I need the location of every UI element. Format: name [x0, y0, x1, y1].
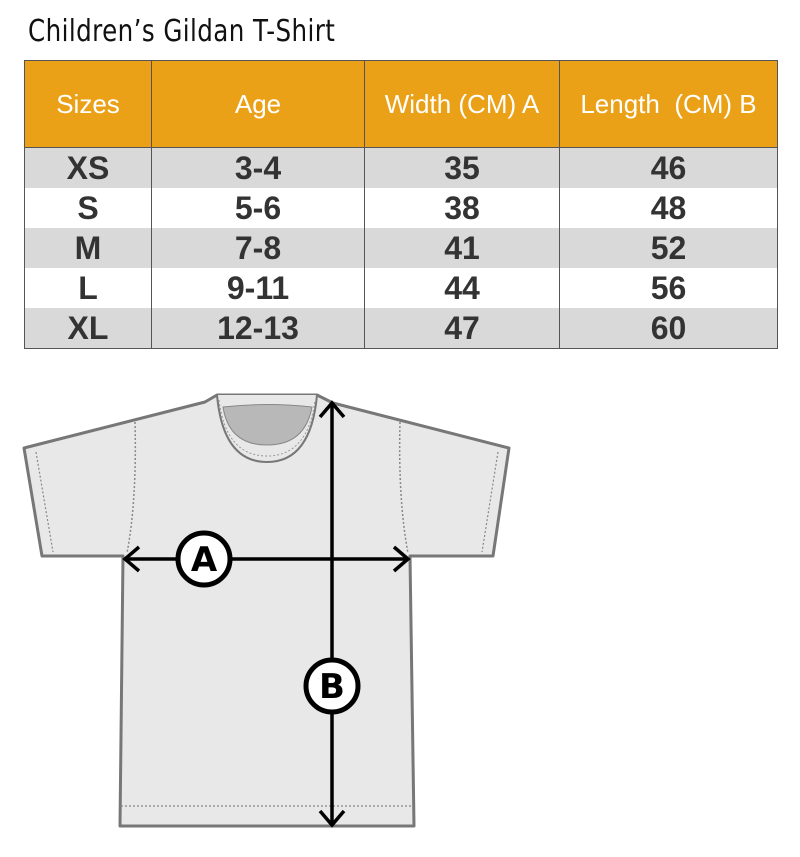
cell-width: 47 — [364, 308, 560, 349]
cell-length: 56 — [559, 268, 778, 308]
cell-width: 44 — [364, 268, 560, 308]
cell-width: 41 — [364, 228, 560, 268]
cell-size: XS — [24, 147, 152, 188]
chart-title: Children’s Gildan T-Shirt — [28, 14, 336, 49]
cell-age: 3-4 — [151, 147, 365, 188]
cell-size: L — [24, 268, 152, 308]
header-width: Width (CM) A — [364, 60, 560, 148]
cell-length: 52 — [559, 228, 778, 268]
cell-length: 46 — [559, 147, 778, 188]
header-row: Sizes Age Width (CM) A Length (CM) B — [24, 60, 778, 148]
cell-size: XL — [24, 308, 152, 349]
label-a: A — [191, 540, 218, 580]
cell-length: 48 — [559, 188, 778, 228]
label-a-badge: A — [175, 530, 233, 588]
cell-age: 5-6 — [151, 188, 365, 228]
header-length: Length (CM) B — [559, 60, 778, 148]
header-age: Age — [151, 60, 365, 148]
table-row: XS 3-4 35 46 — [24, 147, 778, 188]
tshirt-outline — [22, 393, 511, 828]
label-b-badge: B — [303, 657, 361, 715]
header-sizes: Sizes — [24, 60, 152, 148]
table-row: M 7-8 41 52 — [24, 228, 778, 268]
table-row: S 5-6 38 48 — [24, 188, 778, 228]
label-b: B — [319, 667, 345, 707]
length-arrow-b — [318, 400, 346, 828]
cell-size: S — [24, 188, 152, 228]
cell-width: 35 — [364, 147, 560, 188]
table-row: XL 12-13 47 60 — [24, 308, 778, 349]
cell-size: M — [24, 228, 152, 268]
table-row: L 9-11 44 56 — [24, 268, 778, 308]
cell-age: 12-13 — [151, 308, 365, 349]
size-table: Sizes Age Width (CM) A Length (CM) B XS 3… — [24, 60, 778, 349]
cell-length: 60 — [559, 308, 778, 349]
width-arrow-a — [122, 545, 411, 573]
cell-width: 38 — [364, 188, 560, 228]
cell-age: 9-11 — [151, 268, 365, 308]
